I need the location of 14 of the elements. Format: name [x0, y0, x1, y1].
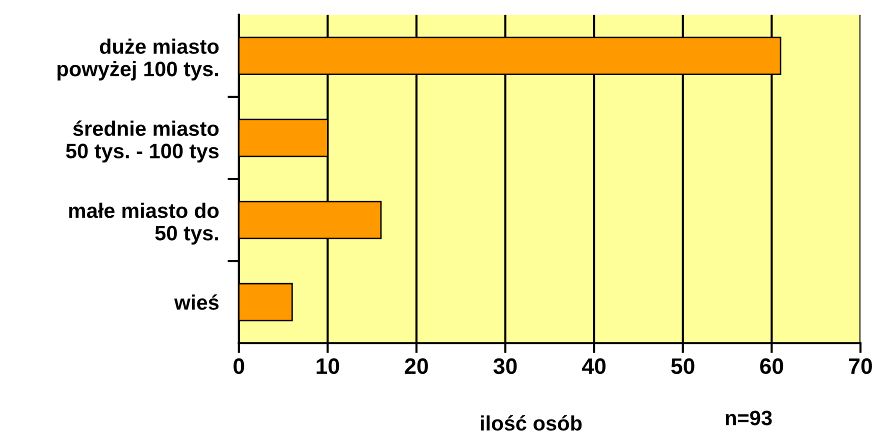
y-tick-label: wieś [174, 294, 219, 310]
x-tick-label: 70 [849, 358, 872, 374]
y-tick-label: duże miasto powyżej 100 tys. [58, 38, 219, 80]
x-tick-label: 10 [316, 358, 340, 374]
y-tick-label: średnie miasto 50 tys. - 100 tys [66, 120, 219, 163]
x-axis-title: ilość osób [480, 415, 582, 431]
x-tick-label: 60 [760, 358, 784, 374]
x-tick-label: 40 [582, 358, 606, 374]
x-tick-label: 0 [234, 358, 244, 374]
text: n=93 [726, 410, 772, 426]
x-tick-label: 20 [404, 358, 428, 374]
y-tick-label: małe miasto do 50 tys. [69, 202, 219, 245]
x-tick-label: 30 [493, 358, 517, 374]
x-tick-label: 50 [671, 358, 694, 374]
